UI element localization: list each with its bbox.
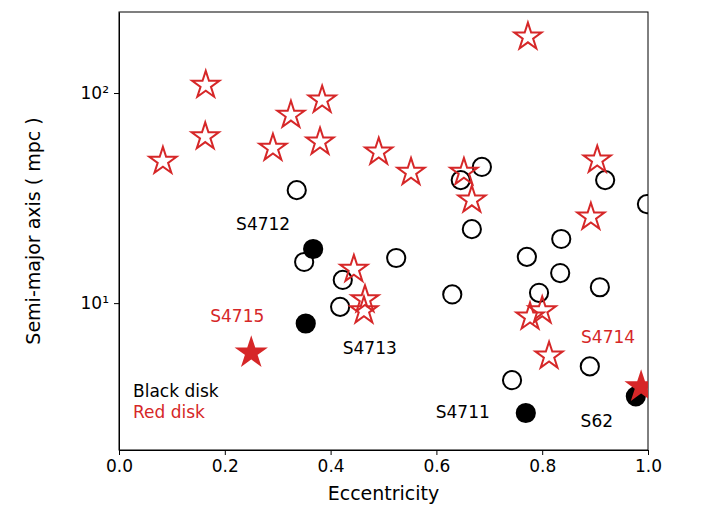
star-point [238, 339, 265, 365]
star-point [514, 23, 541, 49]
x-tick: 0.2 [212, 450, 239, 476]
circle-point [518, 248, 536, 266]
x-axis-line [120, 450, 649, 451]
x-tick: 1.0 [635, 450, 662, 476]
x-tick-mark [119, 450, 120, 455]
circle-point [463, 220, 481, 238]
y-tick-label: 10¹ [81, 293, 109, 313]
star-point [365, 138, 392, 164]
star-point [584, 146, 611, 172]
point-label: S4712 [236, 214, 290, 234]
point-labels: S4712 S4713 S4711 S62 S4715 S4714 [210, 214, 635, 431]
circle-point [591, 278, 609, 296]
legend-entry: Black disk [133, 381, 219, 401]
x-tick-label: 0.6 [423, 456, 450, 476]
y-tick: 10¹ [81, 293, 119, 313]
x-axis: 0.0 0.2 0.4 0.6 0.8 1.0 [106, 450, 662, 476]
star-point [306, 128, 333, 154]
y-axis: 10¹ 10² [81, 13, 120, 451]
x-tick-label: 0.8 [529, 456, 556, 476]
star-point [535, 342, 562, 368]
circle-point [517, 404, 535, 422]
y-tick-label: 10² [81, 83, 109, 103]
legend-entry: Red disk [133, 402, 205, 422]
star-point [340, 255, 367, 281]
x-tick: 0.4 [318, 450, 345, 476]
circle-point [443, 285, 461, 303]
point-label: S4715 [210, 306, 264, 326]
x-tick: 0.6 [423, 450, 450, 476]
circle-point [331, 298, 349, 316]
circle-point [530, 284, 548, 302]
legend: Black diskRed disk [133, 381, 219, 422]
circle-point [552, 230, 570, 248]
x-tick-mark [331, 450, 332, 455]
point-label: S4714 [581, 327, 635, 347]
circle-point [297, 314, 315, 332]
circle-point [581, 357, 599, 375]
point-label: S4711 [436, 402, 490, 422]
star-point [277, 101, 304, 127]
circle-point [638, 195, 648, 213]
x-tick-mark [542, 450, 543, 455]
star-point [192, 71, 219, 97]
x-tick-label: 0.0 [106, 456, 133, 476]
x-tick: 0.8 [529, 450, 556, 476]
point-label: S4713 [343, 338, 397, 358]
star-point [529, 296, 556, 322]
circle-point [387, 249, 405, 267]
x-tick-mark [648, 450, 649, 455]
y-tick: 10² [81, 83, 119, 103]
circle-point [304, 240, 322, 258]
plot-area: 0.00.20.40.60.81.010¹10²S4712S4713S4711S… [81, 12, 662, 476]
circle-point [596, 171, 614, 189]
x-tick-label: 0.2 [212, 456, 239, 476]
y-axis-line [119, 13, 120, 451]
x-axis-title: Eccentricity [328, 482, 440, 504]
circle-point [288, 181, 306, 199]
x-tick-label: 0.4 [318, 456, 345, 476]
y-tick-mark [114, 303, 119, 304]
x-tick-label: 1.0 [635, 456, 662, 476]
star-point [149, 147, 176, 173]
x-tick-mark [225, 450, 226, 455]
plot-frame [119, 12, 648, 450]
chart: 0.00.20.40.60.81.010¹10²S4712S4713S4711S… [0, 0, 703, 515]
points [149, 23, 648, 423]
star-point [309, 86, 336, 112]
y-tick-mark [114, 93, 119, 94]
circle-point [551, 264, 569, 282]
circle-point [503, 371, 521, 389]
star-point [192, 122, 219, 148]
star-point [350, 296, 377, 322]
x-tick: 0.0 [106, 450, 133, 476]
y-axis-title: Semi-major axis ( mpc ) [22, 117, 44, 344]
point-label: S62 [581, 411, 613, 431]
star-point [628, 372, 648, 398]
x-tick-mark [436, 450, 437, 455]
star-point [259, 134, 286, 160]
star-point [577, 203, 604, 229]
star-point [397, 158, 424, 184]
star-point [458, 186, 485, 212]
star-point [450, 158, 477, 184]
